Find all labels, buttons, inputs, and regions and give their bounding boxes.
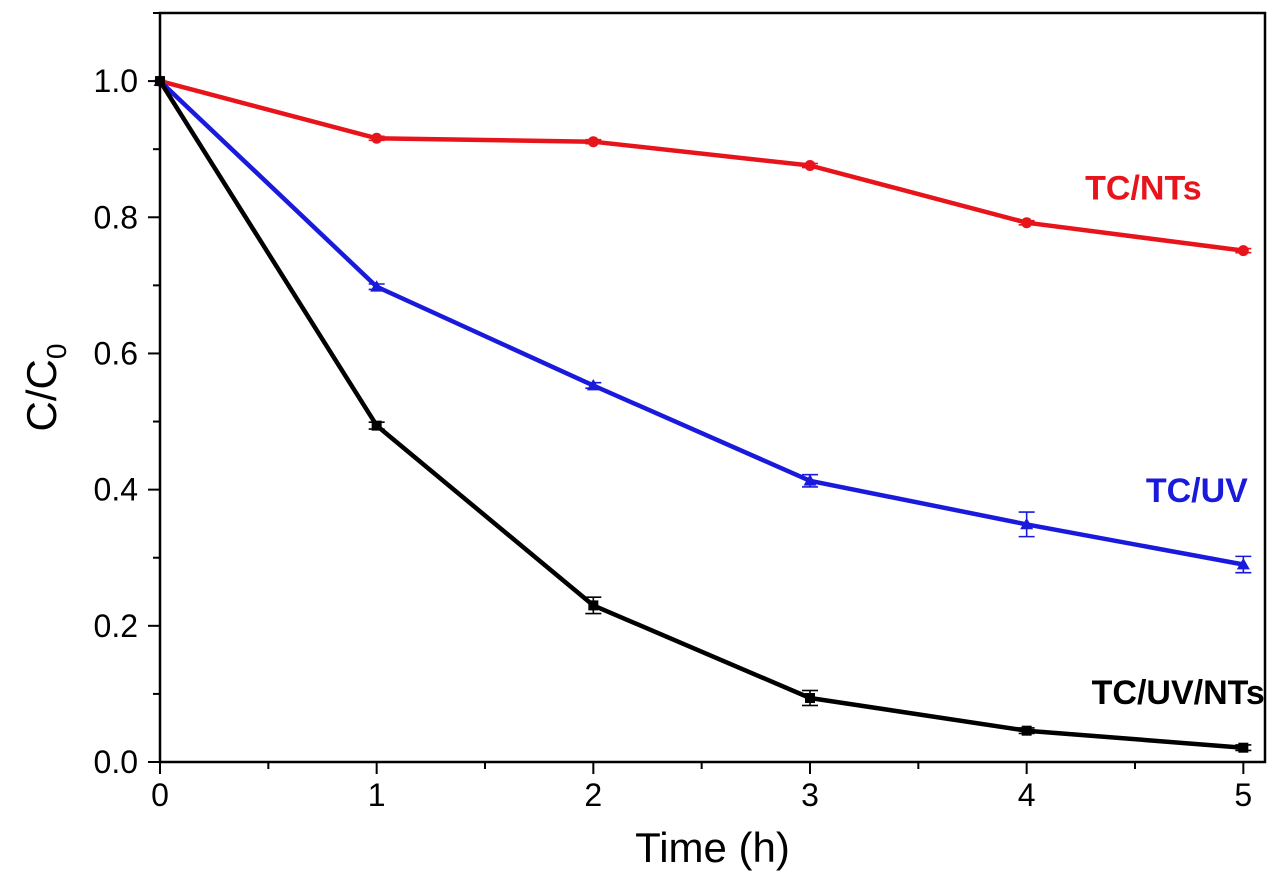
data-point — [1238, 742, 1249, 753]
series-line-TC/NTs — [159, 78, 1244, 253]
data-point — [1021, 217, 1033, 229]
series-label: TC/UV — [1146, 472, 1248, 510]
y-tick-label: 0.6 — [94, 335, 138, 371]
series-label: TC/NTs — [1085, 170, 1201, 208]
y-axis-title-subscript: 0 — [41, 344, 72, 360]
data-point — [587, 136, 599, 148]
data-point — [586, 378, 600, 391]
x-tick-label: 5 — [1234, 777, 1252, 813]
data-point — [803, 474, 817, 486]
data-point — [804, 160, 816, 172]
y-tick-label: 1.0 — [94, 63, 138, 99]
data-point — [1237, 245, 1249, 257]
y-axis-title-main: C/C — [18, 359, 65, 431]
data-point — [371, 132, 383, 144]
x-tick-label: 2 — [584, 777, 602, 813]
y-axis-title: C/C0 — [18, 344, 72, 432]
x-axis-title: Time (h) — [635, 824, 790, 871]
y-tick-label: 0.4 — [94, 472, 138, 508]
series-line-TC/UV — [158, 79, 1244, 567]
x-tick-label: 1 — [368, 777, 386, 813]
plot-area: TC/NTs TC/UV TC/UV/NTs — [153, 74, 1265, 753]
y-tick-label: 0.0 — [94, 744, 138, 780]
series-line-TC/UV/NTs — [158, 79, 1244, 750]
y-tick-label: 0.8 — [94, 199, 138, 235]
series-label: TC/UV/NTs — [1092, 674, 1265, 712]
data-point — [370, 280, 384, 292]
data-point — [1021, 725, 1032, 736]
plot-frame — [158, 11, 1267, 764]
y-tick-label: 0.2 — [94, 608, 138, 644]
x-tick-label: 3 — [801, 777, 819, 813]
data-point — [588, 600, 599, 611]
axes: 0 1 2 3 4 5 0.0 0.2 0.4 0.6 0.8 1.0 — [94, 11, 1267, 813]
data-point — [1236, 558, 1250, 570]
x-tick-label: 4 — [1018, 777, 1036, 813]
data-point — [1020, 517, 1034, 530]
data-point — [371, 420, 382, 431]
x-tick-label: 0 — [151, 777, 169, 813]
data-point — [805, 692, 815, 703]
